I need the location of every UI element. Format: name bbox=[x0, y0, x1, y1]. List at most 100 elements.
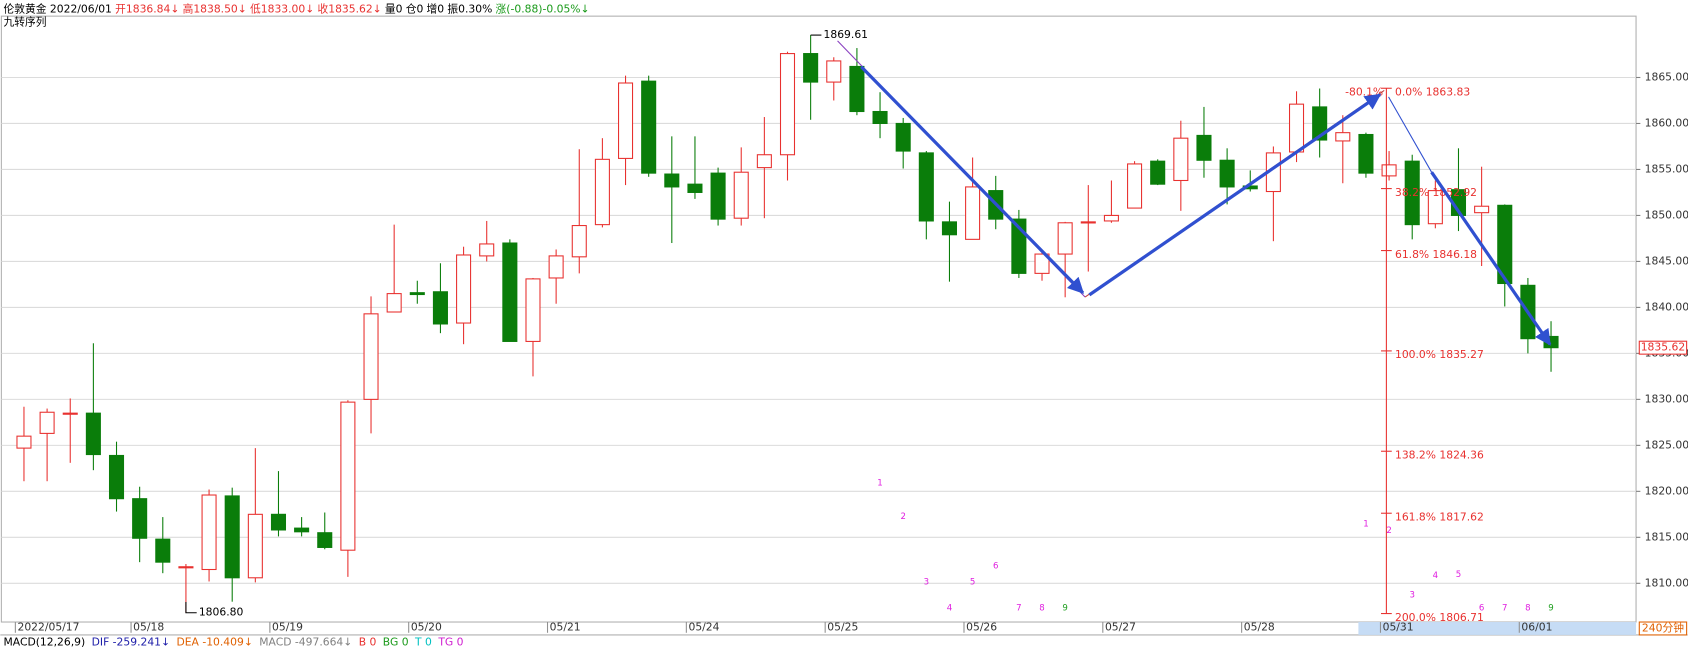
y-tick-label: 1860.00 bbox=[1645, 116, 1688, 129]
td-count: 4 bbox=[947, 604, 952, 614]
candle-body bbox=[1127, 163, 1143, 209]
candle-body bbox=[456, 254, 472, 324]
candle-body bbox=[1103, 214, 1119, 222]
y-tick-label: 1850.00 bbox=[1645, 208, 1688, 221]
fib-label: 61.8% 1846.18 bbox=[1395, 248, 1477, 261]
td-count: 6 bbox=[993, 562, 998, 572]
x-tick-label: 05/19 bbox=[272, 620, 303, 633]
candle-body bbox=[386, 293, 402, 313]
td-count: 2 bbox=[900, 512, 905, 522]
td-count: 5 bbox=[970, 578, 975, 588]
header-item: 收1835.62↓ bbox=[317, 3, 381, 16]
candle-body bbox=[1358, 133, 1374, 174]
footer-item: MACD -497.664↓ bbox=[259, 635, 352, 648]
candle-body bbox=[39, 411, 55, 434]
candle-body bbox=[895, 122, 911, 152]
candle-body bbox=[941, 221, 957, 236]
candle-body bbox=[1427, 190, 1443, 225]
td-count: 6 bbox=[1479, 604, 1484, 614]
candle-body bbox=[641, 80, 657, 174]
candle-body bbox=[62, 412, 78, 415]
candle-body bbox=[1381, 164, 1397, 177]
candle-body bbox=[479, 243, 495, 257]
footer-item: TG 0 bbox=[437, 635, 463, 648]
fib-label: 161.8% 1817.62 bbox=[1395, 511, 1484, 524]
candle-body bbox=[270, 513, 287, 531]
x-tick-label: 06/01 bbox=[1521, 620, 1552, 633]
candle-body bbox=[1219, 159, 1235, 188]
y-tick-label: 1815.00 bbox=[1645, 530, 1688, 543]
period-box bbox=[1638, 621, 1688, 636]
candle-body bbox=[571, 225, 587, 258]
candle-body bbox=[1057, 222, 1073, 255]
trend-arrow bbox=[1430, 171, 1552, 346]
x-tick-label: 05/26 bbox=[966, 620, 997, 633]
candle-body bbox=[1335, 132, 1351, 142]
period-label: 240分钟 bbox=[1642, 621, 1684, 634]
td-count: 4 bbox=[1433, 571, 1438, 581]
footer-item: DEA -10.409↓ bbox=[176, 635, 252, 648]
extreme-label: 1869.61 bbox=[824, 28, 868, 41]
extreme-pointer bbox=[185, 601, 197, 614]
candle-body bbox=[85, 412, 101, 456]
candle-body bbox=[1497, 204, 1513, 285]
y-tick-label: 1845.00 bbox=[1645, 254, 1688, 267]
header-item: 量0 bbox=[385, 3, 403, 16]
candle-body bbox=[918, 152, 934, 222]
footer-item: B 0 bbox=[359, 635, 377, 648]
header-item: 涨(-0.88)-0.05%↓ bbox=[496, 3, 590, 16]
fib-label: 0.0% 1863.83 bbox=[1395, 86, 1470, 99]
y-tick-label: 1820.00 bbox=[1645, 484, 1688, 497]
header-item: 振0.30% bbox=[447, 3, 492, 16]
footer-item: T 0 bbox=[414, 635, 432, 648]
x-tick-label: 05/20 bbox=[411, 620, 442, 633]
candle-body bbox=[803, 53, 819, 83]
candle-body bbox=[247, 513, 263, 579]
trend-line bbox=[1388, 96, 1433, 173]
candle-body bbox=[618, 82, 634, 159]
candle-body bbox=[849, 65, 865, 113]
fib-label: 200.0% 1806.71 bbox=[1395, 611, 1484, 624]
td-count: 9 bbox=[1062, 604, 1067, 614]
candle-body bbox=[340, 401, 356, 551]
x-tick-label: 05/28 bbox=[1244, 620, 1275, 633]
header-item: 低1833.00↓ bbox=[250, 3, 314, 16]
header-item: 伦敦黄金 2022/06/01 bbox=[4, 3, 112, 16]
extreme-label: 1806.80 bbox=[199, 606, 244, 619]
td-count: 7 bbox=[1016, 604, 1021, 614]
candle-body bbox=[1312, 106, 1328, 141]
fib-label: 100.0% 1835.27 bbox=[1395, 348, 1484, 361]
td-count: 7 bbox=[1502, 604, 1507, 614]
td-count: 2 bbox=[1386, 526, 1391, 536]
y-tick-label: 1825.00 bbox=[1645, 438, 1688, 451]
td-count: 8 bbox=[1039, 604, 1044, 614]
header-item: 开1836.84↓ bbox=[115, 3, 179, 16]
candle-body bbox=[363, 313, 379, 400]
x-tick-label: 05/18 bbox=[133, 620, 164, 633]
candle-body bbox=[1404, 160, 1420, 226]
header-item: 增0 bbox=[427, 3, 445, 16]
candle-body bbox=[155, 538, 171, 563]
candle-body bbox=[1080, 221, 1096, 224]
y-tick-label: 1810.00 bbox=[1645, 576, 1688, 589]
td-count: 9 bbox=[1548, 604, 1553, 614]
candle-body bbox=[779, 53, 796, 156]
candle-body bbox=[1173, 137, 1189, 182]
x-tick-label: 2022/05/17 bbox=[18, 620, 80, 633]
footer-item: BG 0 bbox=[383, 635, 409, 648]
fib-label: 138.2% 1824.36 bbox=[1395, 449, 1484, 462]
candle-body bbox=[16, 435, 32, 449]
header-item: 仓0 bbox=[406, 3, 424, 16]
td-count: 5 bbox=[1456, 570, 1461, 580]
candle-body bbox=[710, 172, 726, 220]
candle-body bbox=[594, 158, 610, 226]
candle-body bbox=[1288, 103, 1305, 153]
candle-body bbox=[294, 527, 310, 533]
y-tick-label: 1855.00 bbox=[1645, 162, 1688, 175]
candle-body bbox=[548, 255, 564, 279]
y-tick-label: 1830.00 bbox=[1645, 392, 1688, 405]
candle-body bbox=[1150, 160, 1166, 185]
td-count: 3 bbox=[1409, 591, 1414, 601]
candle-body bbox=[132, 498, 148, 539]
candle-body bbox=[1474, 205, 1490, 214]
